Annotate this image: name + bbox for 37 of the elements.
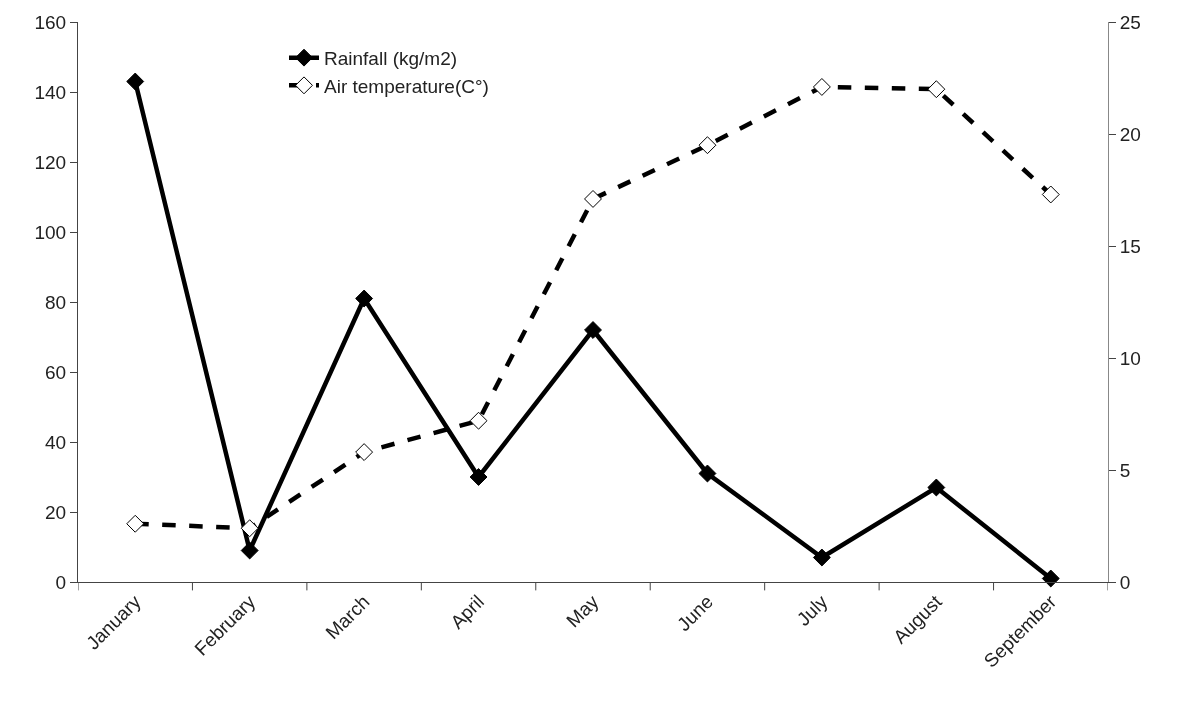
point [812, 548, 831, 567]
y-tick-label: 100 [34, 221, 67, 243]
point [240, 541, 259, 560]
point [469, 411, 488, 430]
y2-tick-label: 15 [1119, 235, 1141, 257]
point [126, 514, 145, 533]
y-tick-label: 20 [45, 501, 67, 523]
y2-tick-label: 5 [1119, 459, 1131, 481]
y-tick-label: 80 [45, 291, 67, 313]
point [240, 519, 259, 538]
x-tick-label: July [792, 590, 832, 630]
point [927, 478, 946, 497]
y2-tick-label: 20 [1119, 123, 1141, 145]
y2-tick-label: 25 [1119, 11, 1141, 33]
y-tick-label: 140 [34, 81, 67, 103]
point [584, 321, 602, 339]
y2-tick-label: 0 [1119, 571, 1131, 593]
point [584, 190, 602, 208]
y-tick-label: 160 [34, 11, 67, 33]
point [469, 468, 488, 486]
point [698, 464, 717, 483]
point [698, 136, 717, 155]
y-tick-label: 40 [45, 431, 67, 453]
y-tick-label: 60 [45, 361, 67, 383]
point [355, 443, 374, 462]
y-tick-label: 0 [55, 571, 67, 593]
point [1041, 185, 1060, 204]
legend-label: Air temperature(C°) [324, 75, 489, 97]
x-tick-label: May [562, 590, 603, 632]
point [1041, 569, 1060, 588]
y2-tick-label: 10 [1119, 347, 1141, 369]
point [812, 78, 831, 96]
point [126, 72, 145, 91]
y-tick-label: 120 [34, 151, 67, 173]
point [927, 80, 946, 99]
legend-label: Rainfall (kg/m2) [324, 48, 458, 70]
point [355, 289, 374, 308]
